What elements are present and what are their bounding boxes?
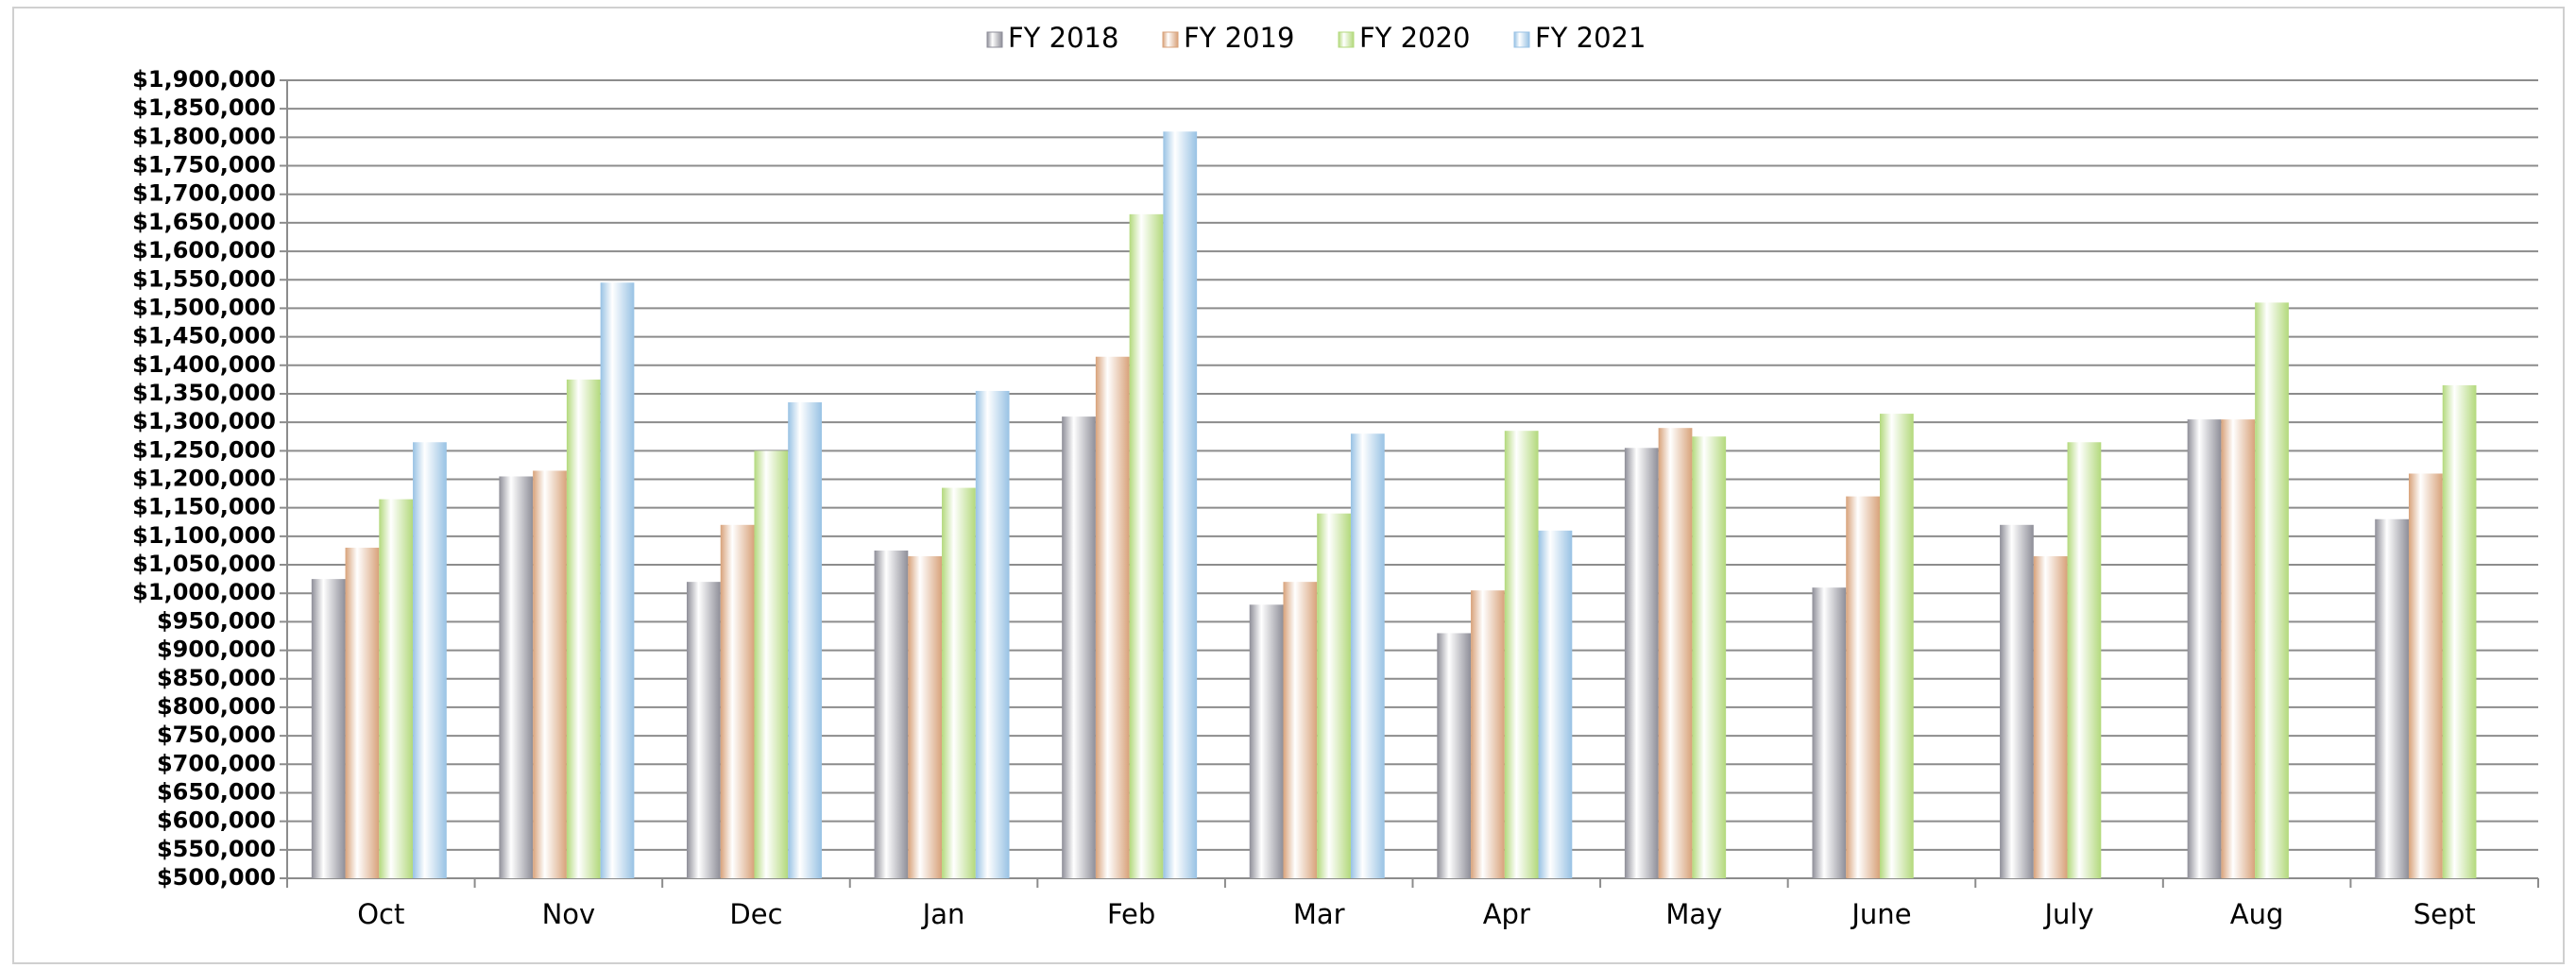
bar [720,524,755,878]
x-tick-label: June [1850,898,1911,930]
bar [975,390,1010,879]
bar [2408,473,2443,878]
bar [533,470,567,878]
bar [2375,518,2409,878]
y-tick-label: $1,400,000 [132,351,276,378]
y-tick-label: $1,700,000 [132,180,276,207]
bar [754,450,789,878]
y-tick-label: $1,350,000 [132,380,276,406]
bar [2187,419,2222,878]
bar [1538,530,1573,878]
y-tick-label: $1,450,000 [132,323,276,349]
bar [1879,414,1914,878]
bar [2000,524,2034,878]
y-tick-label: $1,600,000 [132,237,276,263]
y-tick-label: $1,650,000 [132,209,276,235]
y-tick-label: $1,550,000 [132,265,276,292]
bar [1062,416,1096,878]
y-tick-label: $1,000,000 [132,579,276,605]
y-tick-label: $800,000 [157,693,276,720]
bar [600,282,635,879]
bar [1692,436,1727,878]
x-tick-label: Feb [1107,898,1155,930]
y-tick-label: $750,000 [157,722,276,748]
bar [2255,302,2289,879]
y-tick-label: $700,000 [157,750,276,776]
bar [566,379,601,878]
y-tick-label: $1,750,000 [132,152,276,178]
y-tick-label: $900,000 [157,637,276,663]
x-tick-label: Jan [921,898,965,930]
y-tick-label: $1,050,000 [132,551,276,577]
y-tick-label: $500,000 [157,864,276,891]
x-tick-label: Mar [1293,898,1345,930]
bar [413,442,447,878]
bar [908,555,943,878]
y-tick-label: $550,000 [157,836,276,862]
bar [1846,496,1880,878]
bar [788,402,822,878]
legend-marker [1162,31,1179,48]
chart-border [12,7,2565,964]
y-tick-label: $1,100,000 [132,522,276,549]
bar [1471,590,1505,878]
bar [345,547,380,878]
legend-label: FY 2018 [1008,22,1118,54]
bar [379,499,414,878]
legend-label: FY 2020 [1359,22,1470,54]
y-tick-label: $1,500,000 [132,294,276,320]
legend-marker [986,31,1003,48]
bar [311,579,346,878]
bar [1283,582,1318,878]
y-tick-label: $1,150,000 [132,494,276,520]
bar [2442,384,2477,878]
bar [1624,448,1659,878]
bar [1658,428,1693,878]
bar [1163,131,1198,879]
bar [1129,213,1164,878]
bar [2221,419,2256,878]
bar [1437,633,1472,878]
legend-label: FY 2021 [1535,22,1646,54]
bar [1350,433,1385,878]
legend-marker [1513,31,1530,48]
y-tick-label: $1,250,000 [132,436,276,463]
bar [686,582,721,878]
y-tick-label: $1,900,000 [132,66,276,93]
x-tick-label: Aug [2230,898,2284,930]
bar [874,550,909,878]
x-tick-label: Apr [1483,898,1530,930]
bar [499,476,534,878]
y-tick-label: $1,850,000 [132,94,276,121]
bar [1504,431,1539,878]
y-tick-label: $1,800,000 [132,123,276,149]
x-tick-label: Sept [2414,898,2476,930]
x-tick-label: Dec [729,898,782,930]
y-tick-label: $600,000 [157,807,276,834]
y-tick-label: $950,000 [157,607,276,634]
bar [1249,604,1284,878]
bar [942,487,976,878]
bar [1317,513,1351,878]
bar [2033,555,2068,878]
x-tick-label: May [1665,898,1722,930]
legend-label: FY 2019 [1184,22,1294,54]
y-tick-label: $850,000 [157,665,276,691]
y-tick-label: $1,200,000 [132,466,276,492]
x-tick-label: Oct [357,898,404,930]
bar [2067,442,2102,878]
y-tick-label: $650,000 [157,778,276,805]
bar [1095,356,1130,878]
bar [1812,587,1847,878]
y-tick-label: $1,300,000 [132,408,276,434]
x-tick-label: July [2042,898,2093,930]
x-tick-label: Nov [542,898,596,930]
legend-marker [1338,31,1355,48]
